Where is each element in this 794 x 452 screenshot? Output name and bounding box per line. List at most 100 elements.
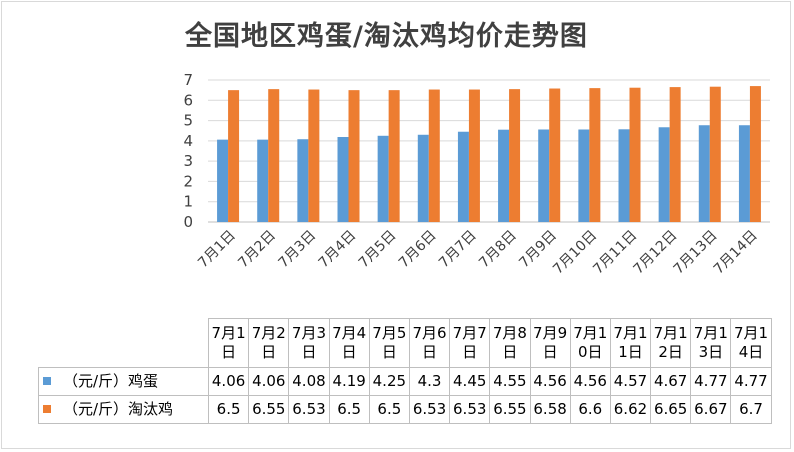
bar-egg: [618, 129, 630, 222]
x-tick-label: 7月13日: [671, 228, 721, 278]
legend-label: （元/斤）淘汰鸡: [63, 400, 174, 418]
x-tick-label: 7月8日: [476, 228, 520, 272]
bar-culled-hen: [348, 90, 360, 223]
x-tick-label: 7月10日: [550, 228, 600, 278]
table-value-cell: 4.55: [489, 367, 531, 396]
y-tick-label: 4: [183, 132, 193, 150]
x-tick-label: 7月7日: [436, 228, 480, 272]
table-corner: [38, 318, 209, 368]
table-row: （元/斤）淘汰鸡 6.5 6.55 6.53 6.5 6.5 6.53 6.53 6.55 6.5…: [38, 395, 772, 424]
table-value-cell: 4.45: [449, 367, 491, 396]
table-value-cell: 4.56: [529, 367, 571, 396]
bar-culled-hen: [468, 89, 480, 222]
y-tick-label: 5: [183, 112, 193, 130]
table-value-cell: 6.62: [609, 395, 652, 424]
table-value-cell: 6.7: [730, 395, 772, 424]
table-header-cell: 7月11日: [609, 318, 652, 368]
x-tick-label: 7月12日: [630, 228, 680, 278]
bar-culled-hen: [228, 90, 240, 223]
table-header-cell: 7月2日: [248, 318, 290, 368]
x-tick-label: 7月14日: [711, 228, 761, 278]
table-value-cell: 6.67: [690, 395, 732, 424]
table-value-cell: 6.5: [368, 395, 410, 424]
y-tick-label: 2: [183, 172, 193, 190]
table-value-cell: 4.56: [569, 367, 611, 396]
bar-egg: [578, 129, 590, 222]
table-header-cell: 7月5日: [368, 318, 410, 368]
bar-culled-hen: [749, 86, 761, 222]
bar-egg: [738, 125, 750, 222]
table-value-cell: 6.6: [569, 395, 611, 424]
table-row: （元/斤）鸡蛋 4.06 4.06 4.08 4.19 4.25 4.3 4.45 4.55 4.…: [38, 367, 772, 396]
bar-egg: [297, 139, 309, 222]
bar-culled-hen: [549, 88, 561, 223]
table-value-cell: 4.67: [650, 367, 692, 396]
table-value-cell: 6.55: [248, 395, 290, 424]
bar-egg: [337, 137, 349, 222]
x-tick-label: 7月6日: [396, 228, 440, 272]
table-value-cell: 4.06: [248, 367, 290, 396]
bar-culled-hen: [709, 86, 721, 223]
table-value-cell: 4.3: [408, 367, 451, 396]
table-value-cell: 4.77: [730, 367, 772, 396]
x-tick-label: 7月1日: [195, 228, 239, 272]
bar-culled-hen: [388, 90, 400, 223]
bar-culled-hen: [308, 89, 320, 222]
x-tick-label: 7月5日: [356, 228, 400, 272]
bar-culled-hen: [428, 89, 440, 222]
bar-culled-hen: [268, 89, 280, 222]
table-value-cell: 4.19: [328, 367, 370, 396]
table-value-cell: 6.55: [489, 395, 531, 424]
bar-egg: [658, 127, 670, 222]
bar-egg: [698, 125, 710, 222]
table-value-cell: 6.58: [529, 395, 571, 424]
legend-label: （元/斤）鸡蛋: [63, 372, 159, 390]
y-tick-label: 0: [183, 213, 193, 231]
table-header-cell: 7月6日: [408, 318, 451, 368]
legend-entry: （元/斤）鸡蛋: [38, 367, 209, 396]
table-header-cell: 7月9日: [529, 318, 571, 368]
table-value-cell: 6.5: [207, 395, 250, 424]
bar-culled-hen: [509, 89, 521, 222]
bar-egg: [217, 139, 229, 222]
x-tick-label: 7月2日: [235, 228, 279, 272]
table-header-cell: 7月1日: [207, 318, 250, 368]
table-header-cell: 7月3日: [288, 318, 330, 368]
bar-culled-hen: [589, 88, 601, 222]
bar-egg: [538, 129, 550, 222]
x-tick-label: 7月11日: [590, 228, 640, 278]
table-value-cell: 4.08: [288, 367, 330, 396]
data-table: 7月1日 7月2日 7月3日 7月4日 7月5日 7月6日 7月7日 7月8日 7月9日 7月10…: [38, 318, 772, 424]
x-tick-label: 7月4日: [316, 228, 360, 272]
bar-egg: [457, 131, 469, 222]
bar-egg: [377, 135, 389, 222]
table-header-cell: 7月12日: [650, 318, 692, 368]
table-header-cell: 7月14日: [730, 318, 772, 368]
legend-key: [43, 376, 51, 385]
bar-egg: [417, 134, 429, 222]
x-tick-label: 7月3日: [275, 228, 319, 272]
table-header-cell: 7月8日: [489, 318, 531, 368]
bar-culled-hen: [669, 87, 681, 222]
legend-key: [43, 404, 51, 413]
bar-culled-hen: [629, 87, 641, 222]
table-header-cell: 7月7日: [449, 318, 491, 368]
y-tick-label: 1: [183, 193, 193, 211]
table-header-cell: 7月13日: [690, 318, 732, 368]
y-tick-label: 6: [183, 91, 193, 109]
table-value-cell: 6.65: [650, 395, 692, 424]
table-value-cell: 6.53: [449, 395, 491, 424]
bar-egg: [257, 139, 269, 222]
table-header-cell: 7月10日: [569, 318, 611, 368]
y-tick-label: 7: [183, 71, 193, 89]
legend-entry: （元/斤）淘汰鸡: [38, 395, 209, 424]
table-header-cell: 7月4日: [328, 318, 370, 368]
bar-egg: [498, 129, 510, 222]
table-value-cell: 4.77: [690, 367, 732, 396]
table-value-cell: 4.25: [368, 367, 410, 396]
table-value-cell: 6.53: [408, 395, 451, 424]
y-tick-label: 3: [183, 152, 193, 170]
table-value-cell: 6.53: [288, 395, 330, 424]
table-value-cell: 6.5: [328, 395, 370, 424]
